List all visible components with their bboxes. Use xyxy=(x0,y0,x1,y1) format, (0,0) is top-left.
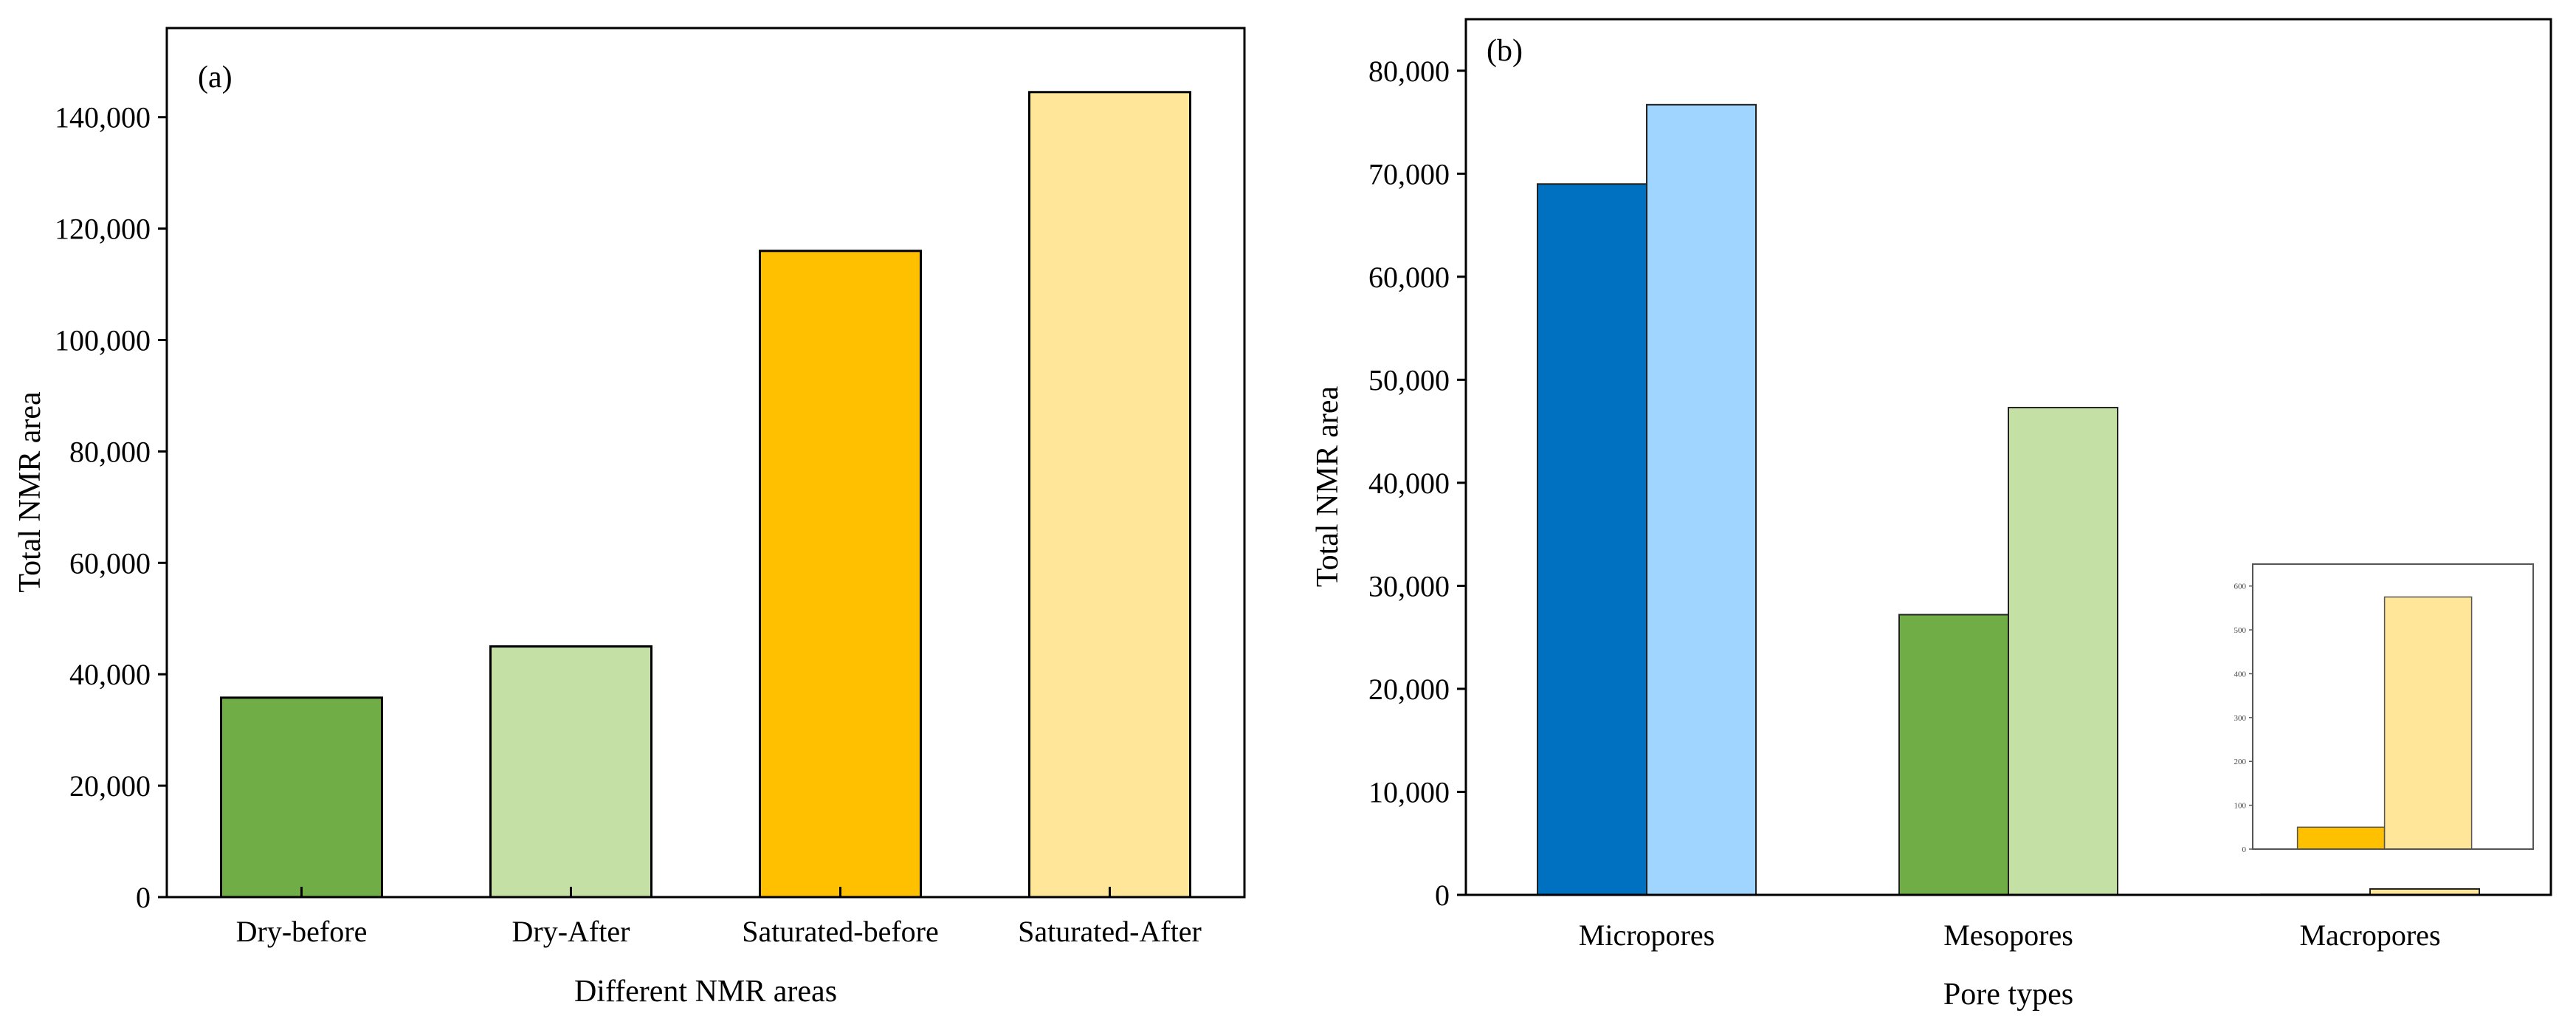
y-tick-label: 0 xyxy=(1435,879,1450,912)
y-tick-label: 70,000 xyxy=(1368,157,1450,190)
inset-y-tick-label: 0 xyxy=(2242,845,2247,854)
panel-b-chart: 0 10,000 20,000 30,000 40,000 50,000 60,000 70,… xyxy=(1311,18,2552,1012)
y-tick-label: 120,000 xyxy=(55,213,151,246)
panel-a-y-axis-title: Total NMR area xyxy=(13,391,47,593)
bar-mesopores-before xyxy=(1898,614,2009,896)
panel-b-plot-frame xyxy=(1464,18,2552,896)
y-tick-label: 20,000 xyxy=(69,769,151,803)
inset-plot-frame xyxy=(2252,563,2534,850)
bar-saturated-after xyxy=(1028,91,1191,899)
y-tick-label: 40,000 xyxy=(1368,467,1450,500)
bar-micropores-before xyxy=(1537,183,1647,896)
bar-mesopores-after xyxy=(2008,407,2118,896)
panel-b-x-axis-title: Pore types xyxy=(1943,978,2073,1012)
macropores-inset-chart: 0 100 200 300 400 500 600 xyxy=(2234,563,2534,854)
inset-y-tick-label: 500 xyxy=(2234,626,2247,635)
y-tick-label: 60,000 xyxy=(1368,261,1450,294)
x-tick-label: Saturated-After xyxy=(1018,915,1202,948)
inset-bar-before xyxy=(2296,826,2386,850)
y-tick-label: 50,000 xyxy=(1368,363,1450,396)
inset-bar-after xyxy=(2383,596,2473,850)
x-tick-label: Saturated-before xyxy=(742,915,939,948)
y-tick-label: 40,000 xyxy=(69,658,151,691)
bar-dry-after xyxy=(489,645,652,899)
y-tick-label: 140,000 xyxy=(55,101,151,134)
y-tick-label: 20,000 xyxy=(1368,673,1450,706)
y-tick-label: 80,000 xyxy=(1368,55,1450,88)
y-tick-label: 10,000 xyxy=(1368,775,1450,808)
y-tick-label: 100,000 xyxy=(55,324,151,357)
x-tick-label: Mesopores xyxy=(1943,919,2073,952)
x-tick-label: Macropores xyxy=(2299,919,2440,952)
inset-y-tick-label: 400 xyxy=(2234,670,2247,679)
x-tick-label: Micropores xyxy=(1579,919,1715,952)
inset-y-tick-label: 300 xyxy=(2234,714,2247,723)
panel-a-plot-frame xyxy=(165,27,1246,899)
y-tick-label: 80,000 xyxy=(69,435,151,468)
bar-saturated-before xyxy=(759,250,922,899)
panel-a-label: (a) xyxy=(198,61,233,95)
panel-a-chart: 0 20,000 40,000 60,000 80,000 100,000 120,000 1… xyxy=(13,27,1246,1009)
panel-b-y-axis-title: Total NMR area xyxy=(1311,385,1345,587)
bar-dry-before xyxy=(220,696,383,899)
y-tick-label: 30,000 xyxy=(1368,569,1450,602)
inset-y-tick-label: 200 xyxy=(2234,758,2247,766)
x-tick-label: Dry-After xyxy=(512,915,630,948)
y-tick-label: 0 xyxy=(136,881,151,914)
bar-micropores-after xyxy=(1646,103,1757,896)
inset-y-tick-label: 600 xyxy=(2234,583,2247,591)
inset-y-tick-label: 100 xyxy=(2234,802,2247,811)
y-tick-label: 60,000 xyxy=(69,546,151,580)
x-tick-label: Dry-before xyxy=(236,915,368,948)
panel-a-x-axis-title: Different NMR areas xyxy=(574,975,837,1009)
panel-b-label: (b) xyxy=(1487,34,1523,68)
